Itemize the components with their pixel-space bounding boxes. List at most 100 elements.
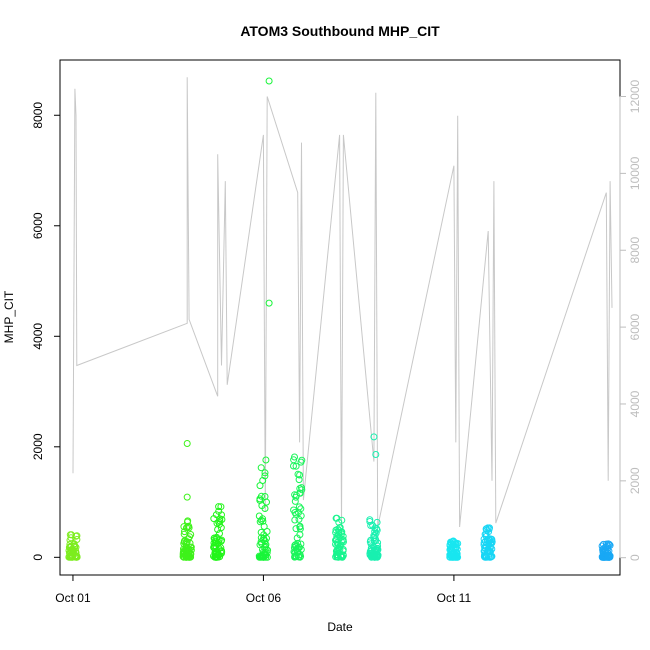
- scatter-point: [298, 456, 306, 464]
- y-tick-label: 0: [31, 554, 45, 561]
- scatter-point: [366, 538, 374, 546]
- x-tick-label: Oct 11: [437, 591, 472, 605]
- y2-tick-label: 0: [628, 554, 642, 561]
- y-tick-label: 4000: [31, 323, 45, 350]
- scatter-point: [373, 518, 381, 526]
- scatter-point-outlier: [265, 299, 273, 307]
- scatter-point: [332, 553, 340, 561]
- scatter-point: [263, 553, 271, 561]
- scatter-point: [291, 516, 299, 524]
- scatter-point: [293, 534, 301, 542]
- scatter-point: [332, 529, 340, 536]
- scatter-point: [338, 553, 346, 561]
- scatter-point: [263, 549, 271, 557]
- scatter-point: [366, 550, 374, 557]
- scatter-point: [256, 541, 264, 549]
- scatter-point: [339, 546, 347, 553]
- scatter-point: [291, 497, 299, 505]
- scatter-point: [605, 540, 613, 548]
- scatter-point: [180, 553, 188, 561]
- scatter-point: [295, 476, 303, 484]
- scatter-point-outlier: [265, 77, 273, 85]
- scatter-point: [181, 528, 188, 536]
- scatter-point: [256, 495, 264, 503]
- scatter-point: [216, 515, 224, 523]
- scatter-point: [482, 553, 490, 561]
- scatter-point: [212, 511, 220, 519]
- scatter-point: [333, 535, 340, 543]
- scatter-point: [72, 547, 80, 555]
- scatter-point-outlier: [183, 440, 191, 447]
- scatter-point: [297, 552, 305, 560]
- scatter-point: [606, 552, 614, 560]
- scatter-point: [256, 518, 264, 526]
- scatter-point: [296, 489, 304, 497]
- y-tick-label: 6000: [31, 212, 45, 239]
- scatter-point: [215, 503, 223, 511]
- scatter-point: [296, 523, 304, 531]
- scatter-point: [256, 482, 264, 490]
- scatter-point: [259, 548, 267, 556]
- scatter-point: [257, 528, 265, 536]
- scatter-point: [216, 517, 224, 525]
- scatter-point: [290, 456, 298, 464]
- scatter-point: [294, 539, 302, 547]
- scatter-point: [339, 532, 347, 540]
- scatter-point: [72, 543, 80, 551]
- y-tick-label: 2000: [31, 433, 45, 460]
- scatter-point: [263, 498, 270, 506]
- scatter-points-group: [65, 77, 614, 561]
- scatter-point-outlier: [183, 493, 191, 501]
- scatter-point: [261, 505, 269, 512]
- scatter-point: [366, 516, 374, 524]
- scatter-point: [291, 553, 299, 561]
- scatter-point: [295, 503, 303, 511]
- scatter-point: [452, 539, 460, 547]
- scatter-point: [262, 456, 270, 464]
- scatter-point: [371, 532, 379, 539]
- scatter-point-outlier: [370, 433, 378, 441]
- scatter-point: [604, 544, 612, 552]
- scatter-point: [211, 536, 219, 544]
- scatter-point: [297, 505, 305, 513]
- scatter-point: [598, 553, 606, 561]
- scatter-point: [488, 545, 496, 553]
- scatter-point: [216, 530, 223, 537]
- axes-group: Oct 01 Oct 06 Oct 11 0 2000 4000 6000 8000 0 2000…: [31, 79, 642, 605]
- scatter-point: [334, 553, 342, 561]
- scatter-point: [260, 553, 268, 561]
- scatter-point: [447, 550, 455, 558]
- scatter-point: [255, 553, 263, 561]
- line-series-group: [72, 77, 613, 528]
- scatter-point: [66, 536, 74, 544]
- scatter-point: [180, 523, 188, 531]
- scatter-point: [448, 543, 456, 551]
- scatter-point: [72, 552, 80, 560]
- y2-tick-label: 4000: [628, 390, 642, 417]
- scatter-point: [449, 553, 457, 561]
- x-tick-label: Oct 06: [246, 591, 282, 605]
- scatter-point: [605, 551, 613, 559]
- chart-title: ATOM3 Southbound MHP_CIT: [240, 23, 440, 39]
- scatter-point: [374, 542, 382, 550]
- y2-tick-label: 6000: [628, 313, 642, 340]
- scatter-point: [186, 533, 194, 541]
- scatter-point: [257, 516, 265, 524]
- scatter-point: [295, 515, 303, 523]
- y2-tick-label: 12000: [628, 79, 642, 113]
- scatter-point: [185, 553, 193, 561]
- scatter-point: [217, 503, 225, 511]
- scatter-point: [335, 545, 343, 553]
- scatter-point: [374, 539, 382, 547]
- scatter-point: [291, 509, 299, 516]
- scatter-point: [212, 553, 220, 561]
- x-tick-label: Oct 01: [55, 591, 91, 605]
- scatter-point: [297, 540, 305, 548]
- scatter-point: [72, 532, 80, 540]
- scatter-point: [338, 516, 346, 524]
- line-series: [72, 77, 613, 528]
- scatter-point: [292, 462, 300, 470]
- scatter-point: [71, 542, 79, 550]
- scatter-point: [217, 537, 225, 545]
